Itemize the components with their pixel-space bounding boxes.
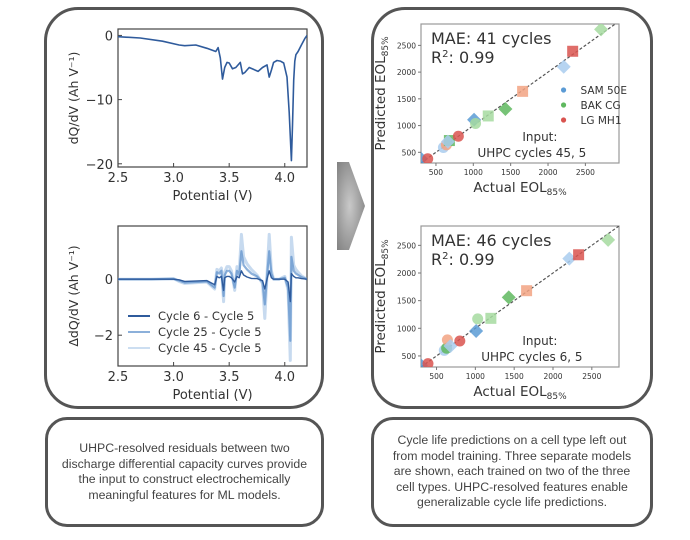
y-tick-label: −10	[86, 94, 113, 109]
eol-chart-6-5: 500 1000 1500 2000 2500 500 1000 1500 2000 2500 Ac…	[374, 225, 620, 402]
y-tick-label: 2500	[397, 241, 416, 250]
input-label: Input:	[522, 130, 557, 144]
data-point-diamond	[443, 338, 458, 353]
legend-marker-sam	[560, 87, 567, 93]
legend-label: Cycle 25 - Cycle 5	[158, 325, 262, 339]
y-tick-label: −2	[94, 329, 113, 344]
legend-label: BAK CG	[581, 100, 621, 112]
x-tick-label: 1500	[505, 372, 524, 381]
input-value: UHPC cycles 6, 5	[481, 350, 582, 364]
legend-label: Cycle 6 - Cycle 5	[158, 309, 254, 323]
dqdv-chart: 2.5 3.0 3.5 4.0 0 −10 −20 Potential (V) dQ/dV (A…	[66, 28, 308, 204]
x-tick-label: 1500	[501, 168, 520, 177]
y-tick-label: 1500	[397, 297, 416, 306]
data-point-circle	[452, 130, 464, 142]
x-tick-label: 2.5	[108, 370, 129, 385]
data-point-circle	[454, 335, 466, 347]
data-point-circle	[422, 358, 434, 367]
eol-panel: 500 1000 1500 2000 2500 500 1000 1500 2000 2500 Ac…	[371, 7, 653, 409]
data-point-diamond	[556, 59, 571, 74]
data-point-diamond	[562, 251, 577, 266]
legend-label: Cycle 45 - Cycle 5	[158, 341, 262, 355]
residual-chart: 2.5 3.0 3.5 4.0 0 −2 Potential (V) ΔdQ/dV (Ah V…	[66, 225, 308, 403]
x-tick-label: 4.0	[274, 171, 295, 186]
x-tick-label: 1000	[466, 372, 485, 381]
x-tick-label: 3.5	[219, 171, 240, 186]
data-point-square	[573, 249, 585, 261]
right-caption-text: Cycle life predictions on a cell type le…	[392, 433, 632, 510]
points-group	[421, 24, 617, 163]
y-tick-label: 0	[105, 29, 113, 44]
x-axis-label: Potential (V)	[172, 388, 252, 403]
y-axis-label: ΔdQ/dV (Ah V⁻¹)	[66, 245, 81, 346]
x-tick-label: 3.0	[163, 171, 184, 186]
plot-series-group	[118, 232, 307, 362]
r2-annotation: R2: 0.99	[431, 48, 495, 67]
eol-chart-45-5: 500 1000 1500 2000 2500 500 1000 1500 2000 2500 Ac…	[374, 23, 627, 198]
x-axis-label: Actual EOL85%	[473, 384, 567, 402]
x-tick-label: 3.0	[163, 370, 184, 385]
mae-annotation: MAE: 46 cycles	[431, 231, 551, 250]
y-tick-label: 1000	[397, 324, 416, 333]
legend-marker-lg	[560, 117, 567, 123]
data-point-square	[485, 312, 497, 324]
data-point-diamond	[498, 102, 513, 117]
arrow-right-icon	[337, 162, 365, 250]
data-point-square	[567, 45, 579, 57]
data-point-circle	[422, 153, 434, 163]
y-tick-label: 0	[105, 273, 113, 288]
y-tick-label: 500	[402, 352, 417, 361]
x-tick-label: 3.5	[219, 370, 240, 385]
plot-series-group	[118, 34, 307, 162]
data-point-square	[482, 110, 494, 122]
x-tick-label: 1000	[464, 168, 483, 177]
left-caption-text: UHPC-resolved residuals between two disc…	[61, 441, 308, 502]
y-tick-label: 2000	[397, 269, 416, 278]
legend-label: SAM 50E	[581, 85, 627, 97]
right-caption: Cycle life predictions on a cell type le…	[371, 417, 653, 527]
data-point-diamond	[469, 324, 484, 339]
x-tick-label: 500	[429, 372, 444, 381]
y-tick-label: 2500	[397, 41, 416, 50]
y-tick-label: −20	[86, 158, 113, 173]
plot-frame	[117, 28, 308, 168]
data-point-diamond	[501, 290, 516, 305]
data-point-diamond	[601, 232, 616, 247]
data-point-circle	[470, 117, 482, 129]
data-point-square	[517, 85, 529, 97]
y-tick-label: 2000	[397, 68, 416, 77]
x-tick-label: 2000	[543, 372, 562, 381]
y-axis-label: Predicted EOL85%	[374, 239, 391, 354]
r2-annotation: R2: 0.99	[431, 250, 495, 269]
left-caption: UHPC-resolved residuals between two disc…	[45, 417, 324, 527]
x-tick-label: 2500	[582, 372, 601, 381]
y-tick-label: 1000	[397, 122, 416, 131]
input-value: UHPC cycles 45, 5	[477, 146, 586, 160]
data-point-square	[521, 285, 533, 297]
dqdv-panel: 2.5 3.0 3.5 4.0 0 −10 −20 Potential (V) dQ/dV (A…	[44, 7, 324, 409]
y-tick-label: 1500	[397, 95, 416, 104]
legend-label: LG MH1	[581, 115, 622, 127]
data-point-diamond	[594, 24, 609, 37]
points-group	[421, 226, 619, 367]
x-tick-label: 2000	[538, 168, 557, 177]
data-point-diamond	[440, 134, 455, 149]
series-line-dq-dv	[118, 34, 307, 162]
mae-annotation: MAE: 41 cycles	[431, 29, 551, 48]
legend-marker-bak	[560, 102, 567, 108]
series-line-cycle-6-cycle-5	[118, 270, 307, 303]
y-tick-label: 500	[402, 148, 417, 157]
y-axis-label: Predicted EOL85%	[374, 36, 391, 151]
x-tick-label: 2500	[576, 168, 595, 177]
plot-frame	[117, 225, 308, 367]
x-tick-label: 2.5	[108, 171, 129, 186]
y-axis-label: dQ/dV (Ah V⁻¹)	[66, 52, 81, 145]
x-tick-label: 500	[429, 168, 444, 177]
x-axis-label: Potential (V)	[172, 189, 252, 204]
x-axis-label: Actual EOL85%	[473, 180, 567, 198]
x-tick-label: 4.0	[274, 370, 295, 385]
data-point-circle	[472, 313, 484, 325]
input-label: Input:	[522, 334, 557, 348]
